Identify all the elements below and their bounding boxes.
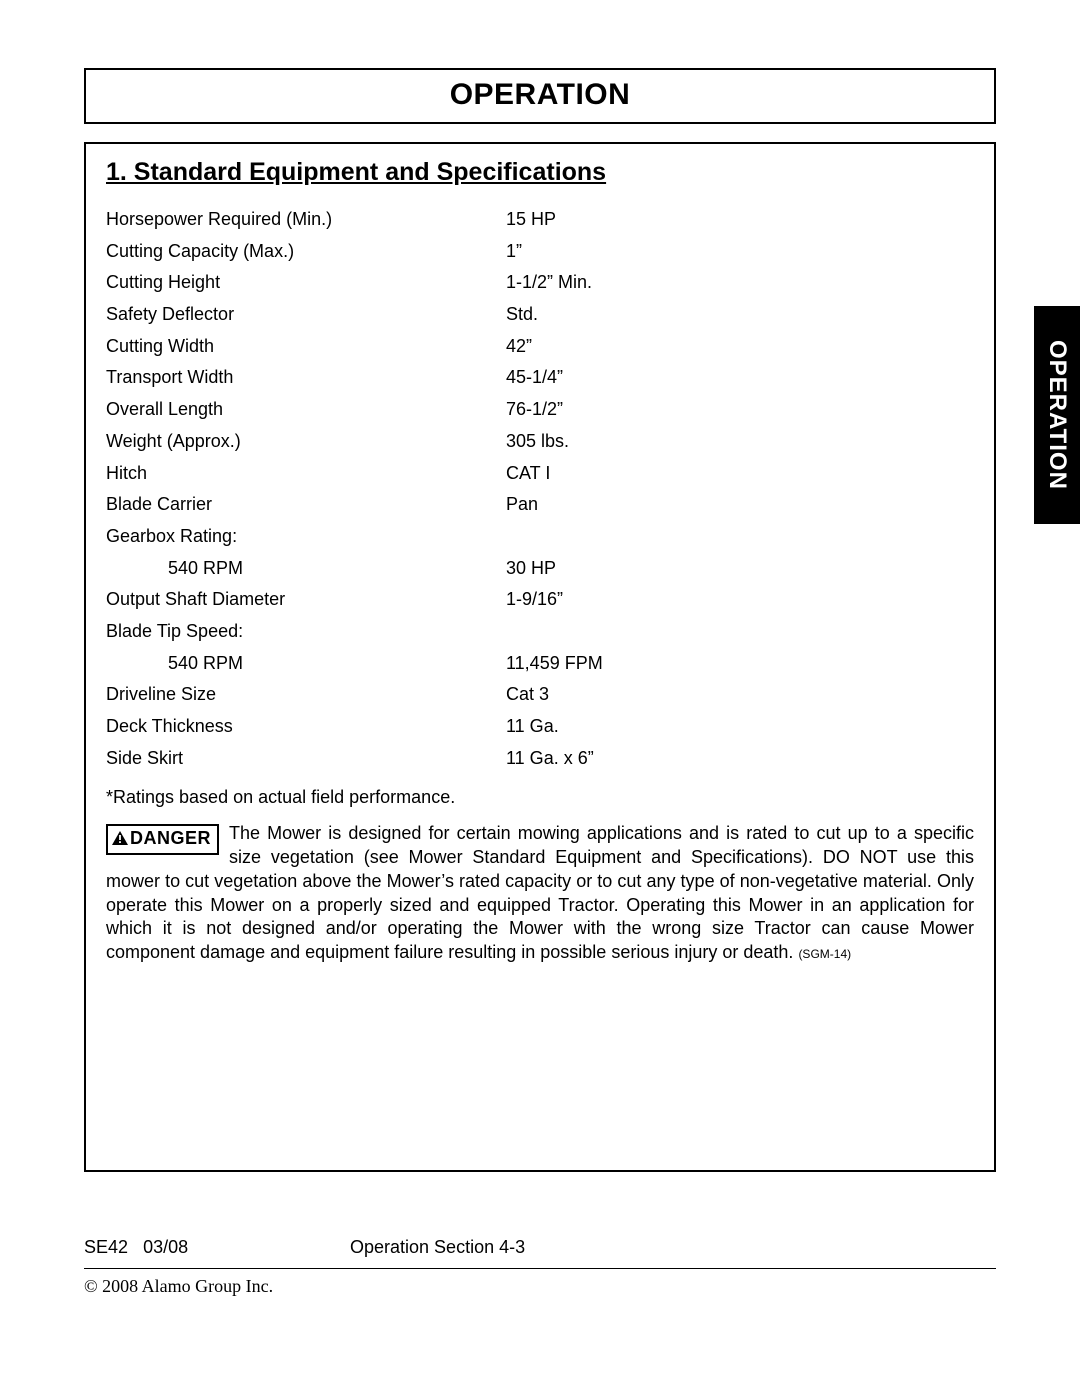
spec-value: 76-1/2”: [506, 395, 974, 425]
footer-model: SE42: [84, 1237, 128, 1257]
warning-icon: [112, 829, 128, 851]
spec-row: 540 RPM30 HP: [106, 554, 974, 584]
spec-label: Safety Deflector: [106, 300, 506, 330]
spec-value: 1-9/16”: [506, 585, 974, 615]
spec-row: Cutting Width42”: [106, 332, 974, 362]
spec-row: Deck Thickness11 Ga.: [106, 712, 974, 742]
spec-table: Horsepower Required (Min.)15 HPCutting C…: [106, 205, 974, 773]
spec-footnote: *Ratings based on actual field performan…: [106, 787, 974, 808]
spec-value: CAT I: [506, 459, 974, 489]
section-heading: 1. Standard Equipment and Specifications: [106, 158, 974, 187]
spec-value: 30 HP: [506, 554, 974, 584]
spec-row: Weight (Approx.)305 lbs.: [106, 427, 974, 457]
spec-row: Safety DeflectorStd.: [106, 300, 974, 330]
spec-value: 15 HP: [506, 205, 974, 235]
spec-row: Side Skirt11 Ga. x 6”: [106, 744, 974, 774]
spec-row: Cutting Capacity (Max.)1”: [106, 237, 974, 267]
spec-label: Blade Carrier: [106, 490, 506, 520]
danger-badge: DANGER: [106, 824, 219, 855]
spec-label: Horsepower Required (Min.): [106, 205, 506, 235]
spec-row: Gearbox Rating:: [106, 522, 974, 552]
spec-label: Overall Length: [106, 395, 506, 425]
danger-text: The Mower is designed for certain mowing…: [106, 823, 974, 962]
footer-date: 03/08: [143, 1237, 188, 1257]
spec-label: Side Skirt: [106, 744, 506, 774]
spec-label: Cutting Width: [106, 332, 506, 362]
spec-label: Cutting Height: [106, 268, 506, 298]
spec-row: Blade CarrierPan: [106, 490, 974, 520]
footer-line: SE42 03/08 Operation Section 4-3: [84, 1237, 996, 1258]
spec-label: Gearbox Rating:: [106, 522, 506, 552]
spec-label: Cutting Capacity (Max.): [106, 237, 506, 267]
spec-label: Transport Width: [106, 363, 506, 393]
spec-value: 11 Ga.: [506, 712, 974, 742]
footer-divider: [84, 1268, 996, 1269]
spec-row: Blade Tip Speed:: [106, 617, 974, 647]
spec-label: Weight (Approx.): [106, 427, 506, 457]
spec-label: Hitch: [106, 459, 506, 489]
spec-row: Overall Length76-1/2”: [106, 395, 974, 425]
spec-row: Horsepower Required (Min.)15 HP: [106, 205, 974, 235]
footer-copyright: © 2008 Alamo Group Inc.: [84, 1276, 273, 1297]
spec-label: Driveline Size: [106, 680, 506, 710]
spec-label: Output Shaft Diameter: [106, 585, 506, 615]
spec-row: Driveline SizeCat 3: [106, 680, 974, 710]
spec-value: 1-1/2” Min.: [506, 268, 974, 298]
spec-value: 11 Ga. x 6”: [506, 744, 974, 774]
content-box: 1. Standard Equipment and Specifications…: [84, 142, 996, 1172]
side-tab: OPERATION: [1034, 306, 1080, 524]
spec-row: HitchCAT I: [106, 459, 974, 489]
spec-row: Output Shaft Diameter1-9/16”: [106, 585, 974, 615]
danger-badge-label: DANGER: [130, 828, 211, 848]
spec-label: 540 RPM: [106, 649, 506, 679]
footer-model-date: SE42 03/08: [84, 1237, 350, 1258]
spec-value: Pan: [506, 490, 974, 520]
footer-section: Operation Section 4-3: [350, 1237, 525, 1258]
spec-label: 540 RPM: [106, 554, 506, 584]
spec-row: Transport Width45-1/4”: [106, 363, 974, 393]
page-title-box: OPERATION: [84, 68, 996, 124]
spec-value: 45-1/4”: [506, 363, 974, 393]
spec-row: Cutting Height1-1/2” Min.: [106, 268, 974, 298]
spec-row: 540 RPM11,459 FPM: [106, 649, 974, 679]
page-title: OPERATION: [86, 78, 994, 112]
spec-value: Std.: [506, 300, 974, 330]
spec-value: 1”: [506, 237, 974, 267]
danger-block: DANGER The Mower is designed for certain…: [106, 822, 974, 965]
spec-value: 11,459 FPM: [506, 649, 974, 679]
side-tab-label: OPERATION: [1043, 340, 1071, 490]
danger-ref-code: (SGM-14): [798, 947, 851, 961]
spec-value: 305 lbs.: [506, 427, 974, 457]
spec-value: [506, 617, 974, 647]
spec-value: [506, 522, 974, 552]
spec-label: Deck Thickness: [106, 712, 506, 742]
spec-value: 42”: [506, 332, 974, 362]
spec-value: Cat 3: [506, 680, 974, 710]
spec-label: Blade Tip Speed:: [106, 617, 506, 647]
